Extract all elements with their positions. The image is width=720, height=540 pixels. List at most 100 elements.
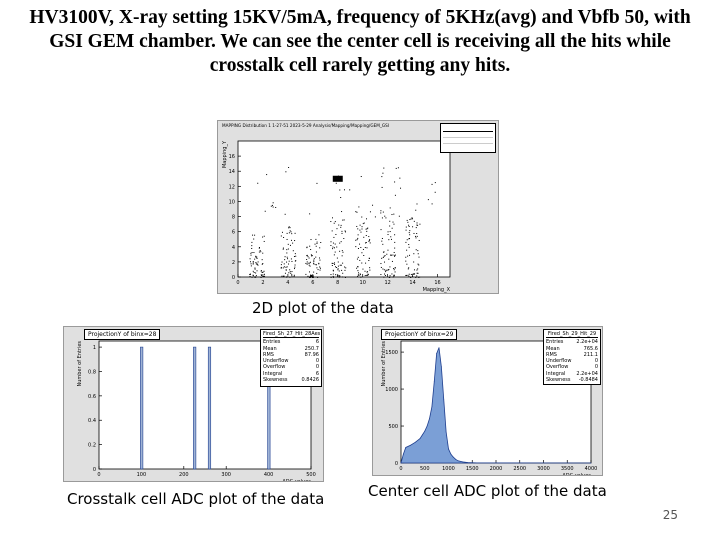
scatter-point xyxy=(264,275,266,277)
scatter-point xyxy=(358,274,360,276)
scatter-point xyxy=(394,255,396,257)
y-tick-label: 12 xyxy=(229,184,235,190)
scatter-point xyxy=(255,276,257,278)
histogram-point xyxy=(436,353,438,354)
stats-row: Integral 6 xyxy=(263,371,319,377)
scatter-point xyxy=(306,255,308,257)
stats-row: Skewness -0.8484 xyxy=(546,377,598,383)
scatter-point xyxy=(342,219,344,221)
scatter-point xyxy=(389,266,391,268)
scatter-point xyxy=(332,242,334,244)
scatter-point xyxy=(366,271,368,273)
scatter-point xyxy=(309,265,311,267)
scatter-point xyxy=(260,270,262,272)
scatter-point xyxy=(250,265,252,267)
scatter-point xyxy=(316,272,318,274)
scatter-point xyxy=(369,242,371,244)
scatter-point xyxy=(287,248,289,250)
scatter-point xyxy=(251,241,253,243)
scatter-point xyxy=(392,276,394,278)
scatter-point xyxy=(260,270,262,272)
scatter-point xyxy=(413,220,415,222)
stats-label: RMS xyxy=(546,351,557,358)
scatter-point xyxy=(338,270,340,272)
x-tick-label: 400 xyxy=(264,472,274,478)
scatter-point xyxy=(408,224,410,226)
scatter-point xyxy=(258,247,260,249)
y-tick-label: 4 xyxy=(232,245,235,251)
scatter-point xyxy=(391,227,393,229)
scatter-point xyxy=(408,275,410,277)
scatter-point xyxy=(333,236,335,238)
scatter-point xyxy=(258,251,260,253)
scatter-point xyxy=(286,232,288,234)
scatter-point xyxy=(392,254,394,256)
scatter-point xyxy=(363,222,365,224)
scatter-point xyxy=(260,276,262,278)
scatter-point xyxy=(381,176,383,178)
x-tick-label: 2500 xyxy=(513,466,526,472)
scatter-point xyxy=(389,207,391,209)
scatter-point xyxy=(287,258,289,260)
scatter-point xyxy=(254,267,256,269)
scatter-point xyxy=(406,239,408,241)
histogram-bar xyxy=(193,346,197,470)
histogram-point xyxy=(426,425,428,427)
scatter-point xyxy=(312,275,314,277)
scatter-point xyxy=(289,244,291,246)
scatter-point xyxy=(261,272,263,274)
scatter-point xyxy=(393,268,395,270)
scatter-point xyxy=(331,230,333,232)
scatter-point xyxy=(292,250,294,252)
scatter-point xyxy=(372,204,374,206)
scatter-point xyxy=(319,266,321,268)
scatter-point xyxy=(366,228,368,230)
scatter-point xyxy=(358,272,360,274)
scatter-point xyxy=(364,274,366,276)
scatter-point xyxy=(285,269,287,271)
scatter-point xyxy=(251,245,253,247)
histogram-point xyxy=(462,461,464,463)
scatter-point xyxy=(389,225,391,227)
scatter-point xyxy=(291,274,293,276)
scatter-point xyxy=(434,182,436,184)
scatter-point xyxy=(387,249,389,251)
scatter-point xyxy=(416,224,418,226)
scatter-point xyxy=(380,274,382,276)
scatter-point xyxy=(330,221,332,223)
scatter-point xyxy=(416,233,418,235)
scatter-point xyxy=(405,229,407,231)
scatter-point xyxy=(336,246,338,248)
scatter-point xyxy=(363,254,365,256)
scatter-point xyxy=(257,264,259,266)
y-tick-label: 1 xyxy=(93,345,96,351)
stats-label: Entries xyxy=(546,339,564,346)
scatter-point xyxy=(394,181,396,183)
stats-row: RMS 87.96 xyxy=(263,352,319,358)
scatter-point xyxy=(374,216,376,218)
scatter-point xyxy=(254,276,256,278)
y-tick-label: 0 xyxy=(395,461,398,467)
stats-row: Mean 250.7 xyxy=(263,346,319,352)
scatter-point xyxy=(295,255,297,257)
scatter-point xyxy=(407,274,409,276)
scatter-point xyxy=(380,210,382,212)
scatter-point xyxy=(286,261,288,263)
scatter-point xyxy=(388,276,390,278)
slide-title: HV3100V, X-ray setting 15KV/5mA, frequen… xyxy=(29,7,691,76)
scatter-point xyxy=(394,267,396,269)
scatter-point xyxy=(387,231,389,233)
scatter-point xyxy=(294,264,296,266)
y-tick-label: 500 xyxy=(388,424,398,430)
scatter-point xyxy=(334,243,336,245)
scatter-point xyxy=(343,238,345,240)
scatter-point xyxy=(295,260,297,262)
x-tick-label: 3500 xyxy=(561,466,574,472)
scatter-point xyxy=(315,245,317,247)
histogram-point xyxy=(429,418,430,420)
scatter-point xyxy=(413,261,415,263)
scatter-point xyxy=(406,274,408,276)
y-tick-label: 1000 xyxy=(385,387,398,393)
histogram-bar xyxy=(207,346,212,470)
scatter-point xyxy=(286,256,288,258)
